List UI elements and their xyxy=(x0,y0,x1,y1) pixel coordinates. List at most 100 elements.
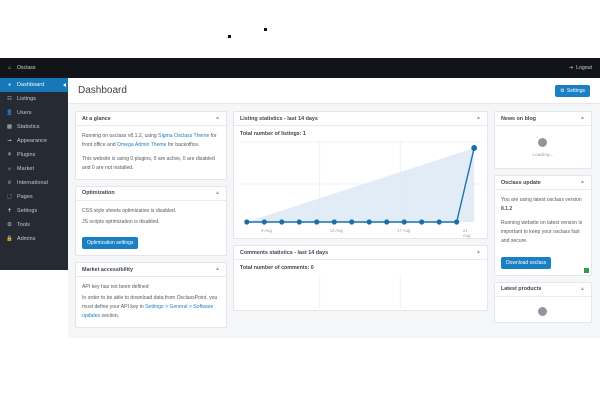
panel-title: Market accessibility xyxy=(82,266,133,273)
sidebar: ◕ Dashboard ☶ Listings 👤 Users ▩ Statist… xyxy=(0,78,68,270)
sidebar-item-appearance[interactable]: ➞ Appearance xyxy=(0,134,68,148)
settings-button-label: Settings xyxy=(566,87,585,94)
user-icon: 👤 xyxy=(6,110,13,116)
panel-header: News on blog ▲ xyxy=(494,112,591,126)
news-loading-state: Loading... xyxy=(495,126,591,168)
sidebar-item-label: Pages xyxy=(17,194,33,200)
chevron-up-icon[interactable]: ▲ xyxy=(215,115,220,121)
products-loading-state xyxy=(495,297,591,322)
glance-text: for front office and xyxy=(82,133,217,148)
panel-header: At a glance ▲ xyxy=(76,112,226,126)
comments-total-label: Total number of comments: 0 xyxy=(239,265,314,271)
topbar-brand-label: Osclass xyxy=(17,65,36,71)
lock-icon: 🔒 xyxy=(6,236,13,242)
logout-label: Logout xyxy=(576,65,592,71)
x-tick-label: 9 Aug xyxy=(261,228,272,233)
status-badge xyxy=(584,267,589,273)
panel-title: Osclass update xyxy=(500,179,541,186)
sidebar-item-plugins[interactable]: ⚘ Plugins xyxy=(0,148,68,162)
chevron-up-icon[interactable]: ▲ xyxy=(580,285,585,292)
listings-chart: 9 Aug 13 Aug 17 Aug 21 Aug xyxy=(239,140,481,238)
api-key-status: API key has not been defined xyxy=(82,284,149,291)
download-osclass-button[interactable]: Download osclass xyxy=(500,256,552,269)
chevron-up-icon[interactable]: ▲ xyxy=(215,189,220,196)
sidebar-item-dashboard[interactable]: ◕ Dashboard xyxy=(0,78,68,92)
panel-header: Comments statistics - last 14 days ▲ xyxy=(233,246,487,260)
sidebar-item-listings[interactable]: ☶ Listings xyxy=(0,92,68,106)
topbar-brand-link[interactable]: ⌂ Osclass xyxy=(0,65,68,71)
sidebar-item-admins[interactable]: 🔒 Admins xyxy=(0,232,68,246)
glance-text: Running on osclass v8.1.2, using xyxy=(82,133,159,139)
column-center: Listing statistics - last 14 days ▲ Tota… xyxy=(232,111,488,334)
gear-icon: ⚙ xyxy=(559,87,565,94)
sidebar-item-label: Users xyxy=(17,110,32,116)
update-version: 8.1.2 xyxy=(500,205,513,212)
panel-latest-products: Latest products ▲ xyxy=(493,281,592,323)
sidebar-item-label: Appearance xyxy=(17,138,48,144)
settings-button[interactable]: ⚙ Settings xyxy=(554,84,590,97)
panel-at-a-glance: At a glance ▲ Running on osclass v8.1.2,… xyxy=(75,111,227,180)
chevron-up-icon[interactable]: ▲ xyxy=(580,179,585,185)
sidebar-item-label: Settings xyxy=(17,208,38,214)
optimization-js-status: JS scripts optimization is disabled. xyxy=(82,218,160,225)
sigma-theme-link[interactable]: Sigma Osclass Theme xyxy=(158,133,210,139)
optimization-settings-button[interactable]: Optimization settings xyxy=(82,237,139,250)
panel-title: News on blog xyxy=(500,115,536,122)
panel-body: CSS style sheets optimization is disable… xyxy=(76,201,226,256)
globe-icon: ♕ xyxy=(7,180,12,186)
dashboard-columns: At a glance ▲ Running on osclass v8.1.2,… xyxy=(68,104,600,334)
panel-body: API key has not been defined In order to… xyxy=(76,277,226,327)
home-icon: ⌂ xyxy=(7,65,12,71)
panel-title: Comments statistics - last 14 days xyxy=(239,249,329,256)
sidebar-item-label: International xyxy=(17,180,48,186)
sidebar-item-users[interactable]: 👤 Users xyxy=(0,106,68,120)
chevron-up-icon[interactable]: ▲ xyxy=(215,266,220,273)
sidebar-item-international[interactable]: ♕ International xyxy=(0,176,68,190)
logout-link[interactable]: ⇥ Logout xyxy=(569,65,600,71)
x-tick-label: 13 Aug xyxy=(329,228,343,233)
sidebar-item-statistics[interactable]: ▩ Statistics xyxy=(0,120,68,134)
page-header: Dashboard ⚙ Settings xyxy=(68,78,600,104)
sidebar-item-label: Statistics xyxy=(17,124,40,130)
render-artifact xyxy=(264,28,267,31)
chevron-up-icon[interactable]: ▲ xyxy=(580,115,585,121)
column-right: News on blog ▲ Loading... Osclass update… xyxy=(493,111,592,334)
listings-chart-xaxis: 9 Aug 13 Aug 17 Aug 21 Aug xyxy=(240,228,481,238)
panel-optimization: Optimization ▲ CSS style sheets optimiza… xyxy=(75,185,227,257)
sidebar-item-settings[interactable]: ✝ Settings xyxy=(0,204,68,218)
bar-chart-icon: ▩ xyxy=(6,124,13,130)
panel-header: Listing statistics - last 14 days ▲ xyxy=(233,112,487,126)
panel-header: Optimization ▲ xyxy=(76,187,226,201)
panel-osclass-update: Osclass update ▲ You are using latest os… xyxy=(493,175,592,276)
panel-body: You are using latest osclass version 8.1… xyxy=(495,190,591,275)
panel-header: Market accessibility ▲ xyxy=(76,263,226,278)
page-title: Dashboard xyxy=(78,85,127,96)
update-version-line: You are using latest osclass version 8.1… xyxy=(501,196,585,214)
spinner-icon xyxy=(538,138,548,147)
glance-line-1: Running on osclass v8.1.2, using Sigma O… xyxy=(82,132,220,150)
sidebar-item-market[interactable]: ☼ Market xyxy=(0,162,68,176)
sidebar-item-label: Admins xyxy=(17,236,36,242)
gauge-icon: ◕ xyxy=(7,82,12,88)
chevron-up-icon[interactable]: ▲ xyxy=(475,249,481,255)
sidebar-item-label: Dashboard xyxy=(17,82,45,88)
listings-icon: ☶ xyxy=(7,96,12,102)
chevron-up-icon[interactable]: ▲ xyxy=(475,115,481,121)
comments-chart-svg xyxy=(319,274,401,308)
omega-theme-link[interactable]: Omega Admin Theme xyxy=(117,141,167,148)
market-icon: ☼ xyxy=(6,166,13,172)
panel-listing-statistics: Listing statistics - last 14 days ▲ Tota… xyxy=(232,111,488,239)
software-updates-link[interactable]: Settings > General > Software updates xyxy=(82,304,214,320)
sidebar-item-label: Plugins xyxy=(17,152,36,158)
tools-icon: ⚙ xyxy=(7,222,12,228)
api-key-instruction: In order to be able to download data fro… xyxy=(82,294,220,321)
sidebar-item-label: Listings xyxy=(17,96,37,102)
glance-text: for backoffice. xyxy=(166,141,200,148)
sidebar-item-pages[interactable]: 🗋 Pages xyxy=(0,190,68,204)
panel-market-accessibility: Market accessibility ▲ API key has not b… xyxy=(75,262,227,329)
column-left: At a glance ▲ Running on osclass v8.1.2,… xyxy=(75,111,227,334)
sidebar-item-tools[interactable]: ⚙ Tools xyxy=(0,218,68,232)
panel-title: At a glance xyxy=(82,115,111,122)
comments-chart xyxy=(240,274,481,310)
